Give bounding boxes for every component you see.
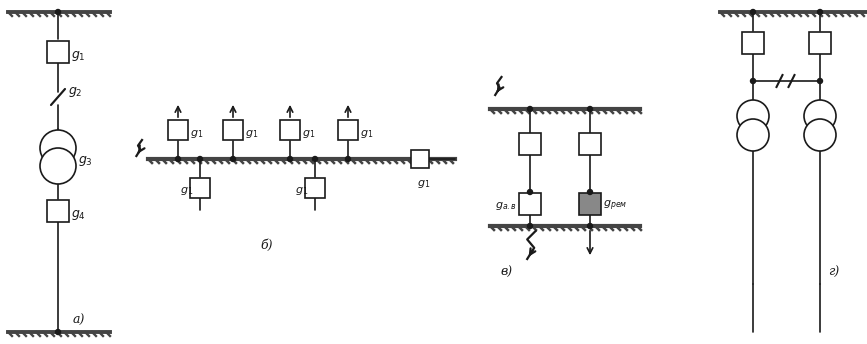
Bar <box>742 32 764 54</box>
Circle shape <box>231 157 236 161</box>
Text: $g_{рем}$: $g_{рем}$ <box>603 199 628 213</box>
Circle shape <box>818 78 823 84</box>
Bar <box>47 200 69 222</box>
Text: а): а) <box>73 314 85 327</box>
Text: в): в) <box>500 266 512 279</box>
Bar <box>280 120 300 140</box>
Bar <box>519 133 541 155</box>
Circle shape <box>346 157 350 161</box>
Circle shape <box>312 157 317 161</box>
Circle shape <box>737 100 769 132</box>
Bar <box>411 150 429 168</box>
Circle shape <box>175 157 180 161</box>
Circle shape <box>751 78 755 84</box>
Text: $g_1$: $g_1$ <box>245 128 258 140</box>
Circle shape <box>588 107 592 111</box>
Circle shape <box>527 107 532 111</box>
Circle shape <box>55 330 61 334</box>
Text: $g_{а.в}$: $g_{а.в}$ <box>495 200 517 212</box>
Text: $g_1$: $g_1$ <box>302 128 316 140</box>
Bar <box>809 32 831 54</box>
Circle shape <box>40 148 76 184</box>
Bar <box>579 133 601 155</box>
Text: г): г) <box>828 266 839 279</box>
Circle shape <box>40 130 76 166</box>
Text: $g_2$: $g_2$ <box>68 85 82 99</box>
Circle shape <box>198 157 203 161</box>
Circle shape <box>737 119 769 151</box>
Circle shape <box>818 10 823 14</box>
Circle shape <box>527 190 532 194</box>
Circle shape <box>588 190 592 194</box>
Bar <box>519 193 541 215</box>
Text: б): б) <box>260 239 272 252</box>
Text: $g_1$: $g_1$ <box>360 128 374 140</box>
Text: $g_1$: $g_1$ <box>180 185 193 197</box>
Bar <box>579 193 601 215</box>
Bar <box>338 120 358 140</box>
Circle shape <box>527 224 532 228</box>
Text: $g_1$: $g_1$ <box>295 185 309 197</box>
Circle shape <box>588 224 592 228</box>
Bar <box>305 178 325 198</box>
Circle shape <box>804 119 836 151</box>
Bar <box>168 120 188 140</box>
Text: $g_4$: $g_4$ <box>71 208 86 222</box>
Text: $g_1$: $g_1$ <box>71 49 86 63</box>
Text: $g_1$: $g_1$ <box>190 128 203 140</box>
Text: $g_1$: $g_1$ <box>417 178 430 190</box>
Bar <box>47 41 69 63</box>
Bar <box>190 178 210 198</box>
Circle shape <box>288 157 292 161</box>
Text: $g_3$: $g_3$ <box>78 154 93 168</box>
Circle shape <box>804 100 836 132</box>
Circle shape <box>55 10 61 14</box>
Circle shape <box>751 10 755 14</box>
Bar <box>223 120 243 140</box>
